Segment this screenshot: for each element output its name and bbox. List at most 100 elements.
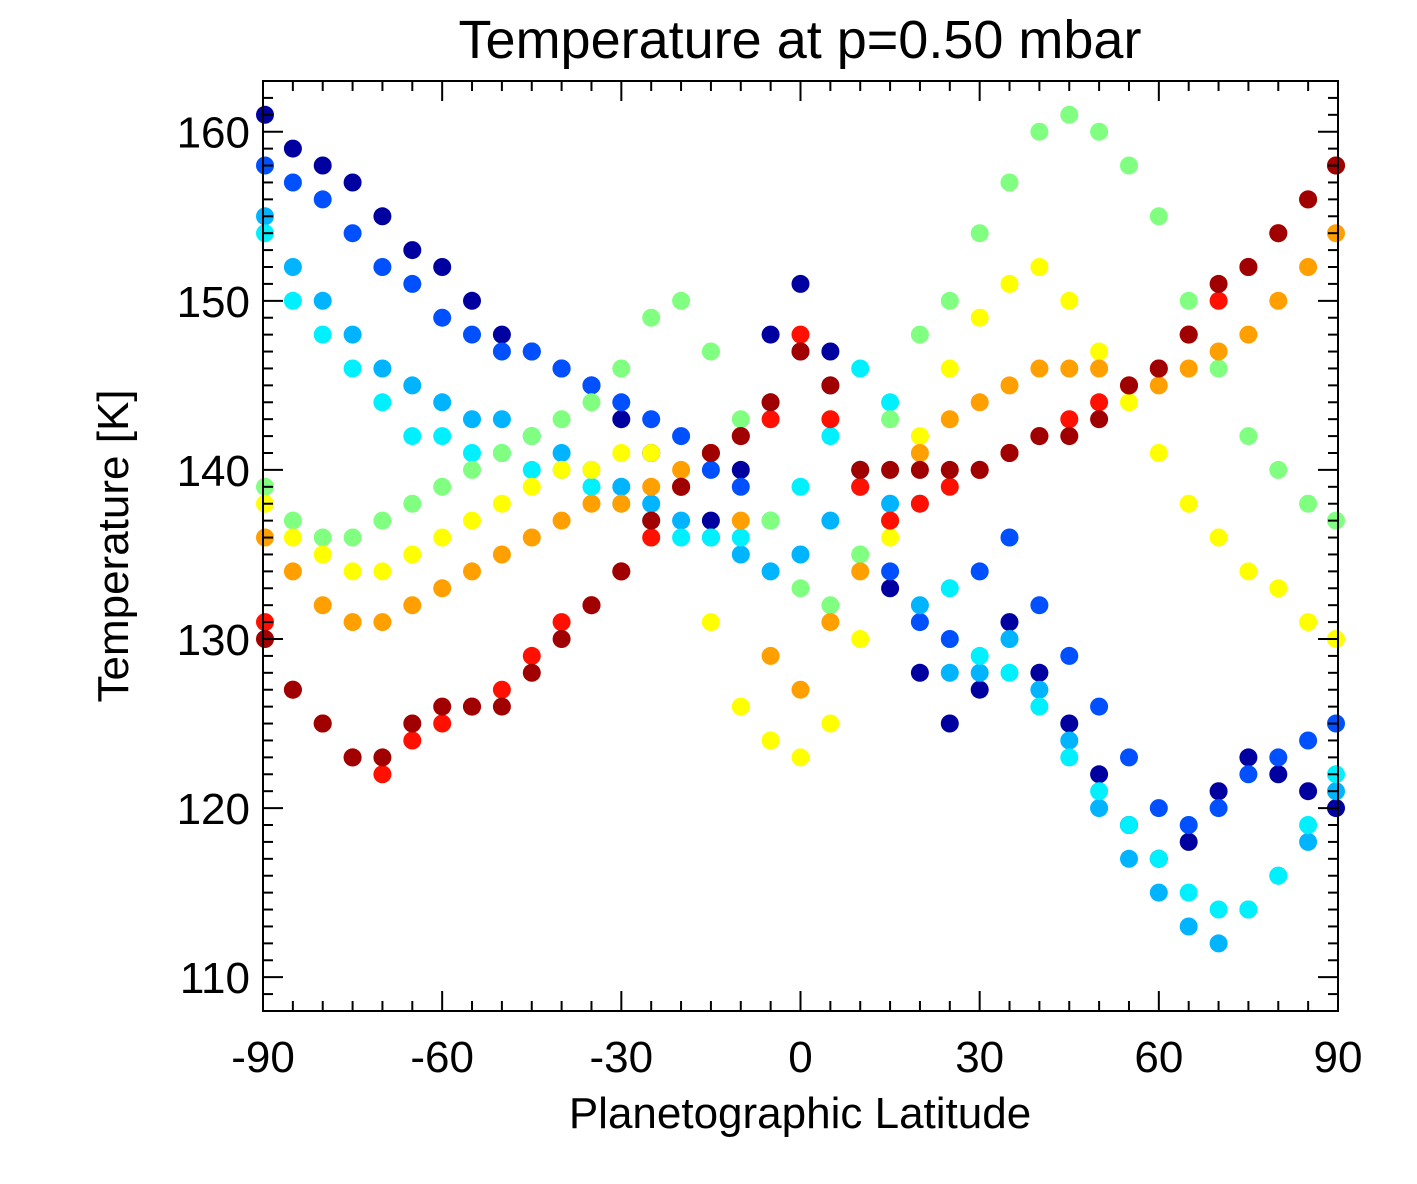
point-orange-14	[672, 460, 691, 479]
point-skyblue-23	[940, 663, 959, 682]
point-yellow-18	[791, 748, 810, 767]
point-darkred-18	[791, 342, 810, 361]
point-darkred-5	[403, 714, 422, 733]
point-darkred-3	[343, 748, 362, 767]
point-red-9	[522, 646, 541, 665]
point-darkred-24	[970, 460, 989, 479]
point-darkblue-26	[1030, 663, 1049, 682]
point-skyblue-6	[433, 393, 452, 412]
point-red-8	[492, 680, 511, 699]
point-skyblue-10	[552, 444, 571, 462]
point-yellow-21	[881, 528, 900, 547]
point-blue-29	[1120, 748, 1138, 767]
point-orange-26	[1030, 359, 1049, 378]
point-green-8	[492, 444, 511, 462]
point-yellow-13	[642, 444, 661, 462]
point-yellow-26	[1030, 258, 1049, 276]
point-green-26	[1030, 122, 1049, 141]
x-tick-label: 0	[788, 1033, 812, 1082]
point-darkblue-33	[1239, 748, 1258, 767]
point-darkblue-32	[1209, 782, 1228, 801]
y-tick-label: 160	[177, 109, 250, 158]
point-yellow-7	[463, 511, 481, 530]
point-cyan-3	[343, 359, 362, 378]
point-skyblue-14	[672, 511, 691, 530]
point-darkred-25	[1000, 444, 1019, 462]
point-green-15	[701, 342, 720, 361]
point-orange-6	[433, 579, 452, 598]
point-red-19	[821, 410, 840, 429]
point-blue-13	[642, 410, 661, 429]
point-cyan-5	[403, 427, 422, 446]
point-darkblue-7	[463, 291, 481, 310]
point-orange-19	[821, 613, 840, 632]
point-green-6	[433, 477, 452, 496]
point-green-27	[1060, 105, 1079, 124]
point-darkred-16	[731, 427, 750, 446]
point-darkblue-6	[433, 258, 452, 276]
point-yellow-20	[851, 630, 870, 648]
point-green-31	[1179, 291, 1198, 310]
point-cyan-25	[1000, 663, 1019, 682]
point-darkblue-34	[1269, 765, 1288, 784]
point-red-21	[881, 511, 900, 530]
point-green-24	[970, 224, 989, 243]
point-orange-31	[1179, 359, 1198, 378]
point-darkred-14	[672, 477, 691, 496]
point-green-16	[731, 410, 750, 429]
point-darkred-15	[701, 444, 720, 462]
point-red-17	[761, 410, 780, 429]
point-red-4	[373, 765, 392, 784]
point-green-22	[910, 325, 929, 344]
point-skyblue-5	[403, 376, 422, 395]
point-blue-1	[283, 173, 302, 192]
point-yellow-3	[343, 562, 362, 581]
point-yellow-23	[940, 359, 959, 378]
point-darkblue-23	[940, 714, 959, 733]
point-yellow-10	[552, 460, 571, 479]
x-tick-label: -60	[410, 1033, 474, 1082]
point-darkblue-4	[373, 207, 392, 226]
point-orange-34	[1269, 291, 1288, 310]
point-cyan-27	[1060, 748, 1079, 767]
point-darkred-4	[373, 748, 392, 767]
point-cyan-26	[1030, 697, 1049, 716]
point-green-18	[791, 579, 810, 598]
point-orange-1	[283, 562, 302, 581]
point-cyan-19	[821, 427, 840, 446]
point-blue-25	[1000, 528, 1019, 547]
point-yellow-31	[1179, 494, 1198, 513]
point-darkred-33	[1239, 258, 1258, 276]
point-darkblue-17	[761, 325, 780, 344]
point-yellow-30	[1149, 444, 1168, 462]
point-darkred-20	[851, 460, 870, 479]
point-skyblue-28	[1090, 799, 1109, 818]
point-green-32	[1209, 359, 1228, 378]
point-skyblue-13	[642, 494, 661, 513]
point-blue-22	[910, 613, 929, 632]
point-skyblue-25	[1000, 630, 1019, 648]
point-yellow-9	[522, 477, 541, 496]
point-darkred-26	[1030, 427, 1049, 446]
x-axis-label: Planetographic Latitude	[569, 1089, 1031, 1138]
point-yellow-24	[970, 308, 989, 327]
point-skyblue-4	[373, 359, 392, 378]
point-blue-21	[881, 562, 900, 581]
point-green-23	[940, 291, 959, 310]
point-skyblue-19	[821, 511, 840, 530]
point-green-29	[1120, 156, 1138, 175]
point-cyan-29	[1120, 816, 1138, 834]
point-cyan-35	[1299, 816, 1318, 834]
point-orange-5	[403, 596, 422, 615]
point-darkblue-5	[403, 241, 422, 260]
point-orange-17	[761, 646, 780, 665]
point-skyblue-8	[492, 410, 511, 429]
point-blue-3	[343, 224, 362, 243]
point-skyblue-30	[1149, 883, 1168, 902]
point-darkred-6	[433, 697, 452, 716]
point-yellow-1	[283, 528, 302, 547]
point-darkred-34	[1269, 224, 1288, 243]
point-blue-23	[940, 630, 959, 648]
